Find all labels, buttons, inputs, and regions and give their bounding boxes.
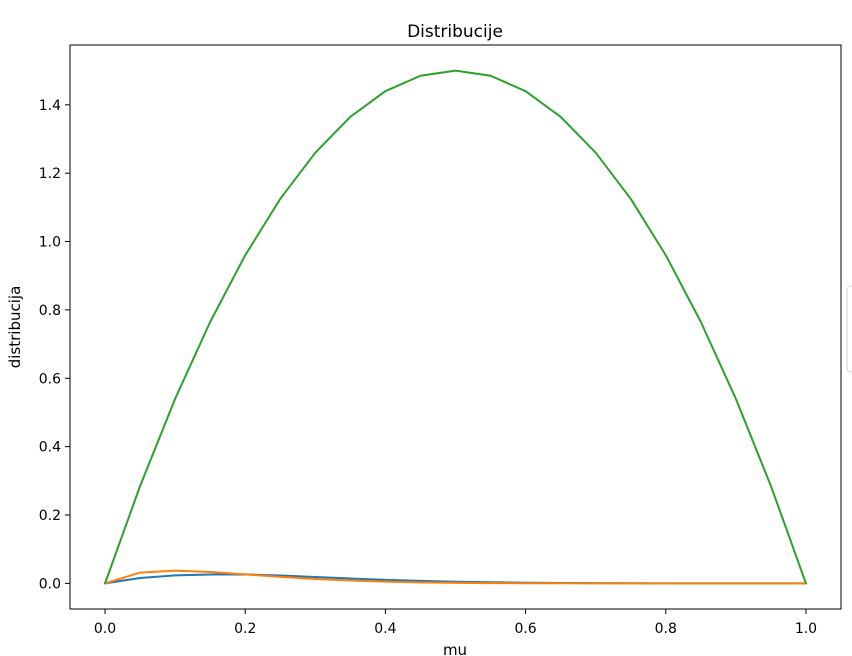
x-tick-label: 0.4 <box>374 621 396 637</box>
y-tick-label: 0.6 <box>39 371 61 387</box>
x-tick-label: 0.2 <box>234 621 256 637</box>
series-layer <box>104 69 807 585</box>
y-axis-ticks: 0.0 0.2 0.4 0.6 0.8 1.0 1.2 1.4 <box>39 98 70 592</box>
y-tick-label: 1.0 <box>39 235 61 251</box>
y-tick-label: 1.4 <box>39 98 61 114</box>
series-line-2 <box>104 569 807 585</box>
x-tick-label: 0.6 <box>514 621 536 637</box>
chart-title: Distribucije <box>407 22 503 42</box>
y-tick-label: 0.4 <box>39 440 61 456</box>
y-tick-label: 0.2 <box>39 508 61 524</box>
x-tick-label: 0.0 <box>94 621 116 637</box>
plot-frame <box>69 44 842 610</box>
x-tick-label: 0.8 <box>655 621 677 637</box>
y-tick-label: 0.0 <box>39 576 61 592</box>
legend-box <box>846 285 852 373</box>
x-tick-label: 1.0 <box>795 621 817 637</box>
y-tick-label: 0.8 <box>39 303 61 319</box>
x-axis-ticks: 0.0 0.2 0.4 0.6 0.8 1.0 <box>94 609 817 637</box>
series-line-3 <box>104 69 807 585</box>
y-axis-label: distribucija <box>6 286 24 369</box>
x-axis-label: mu <box>443 641 467 656</box>
y-tick-label: 1.2 <box>39 166 61 182</box>
